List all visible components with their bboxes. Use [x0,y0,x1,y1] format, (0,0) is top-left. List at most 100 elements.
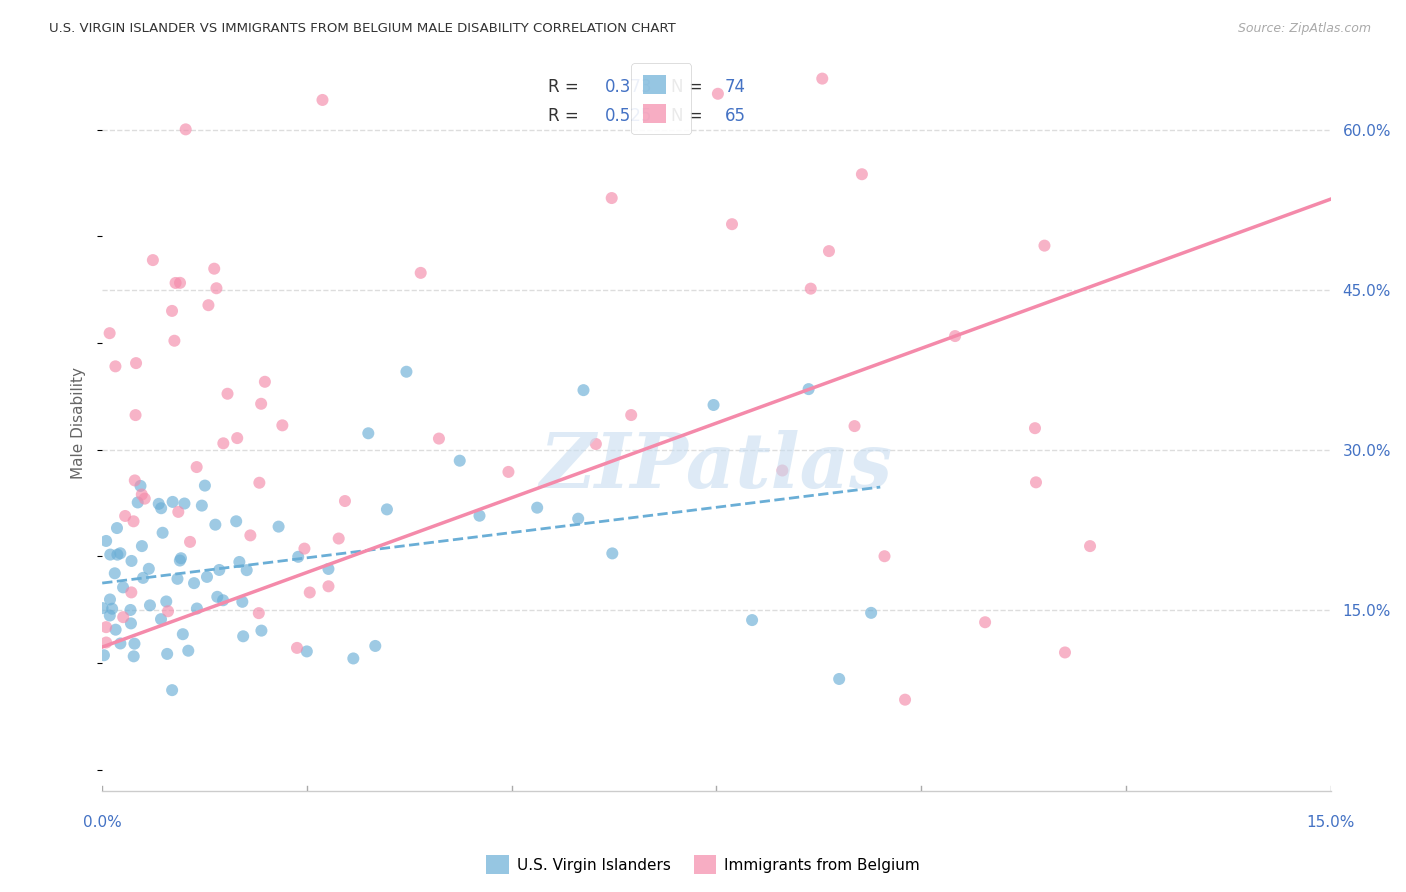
Point [120,616,142,631]
Point [342,651,364,665]
Point [101,601,124,615]
Text: 0.373: 0.373 [605,78,652,95]
Point [409,266,432,280]
Point [98,548,121,562]
Point [98,608,121,623]
Point [98,592,121,607]
Point [721,217,744,231]
Point [104,623,127,637]
Point [195,570,218,584]
Point [271,418,294,433]
Point [585,437,607,451]
Point [228,555,250,569]
Point [468,508,491,523]
Point [112,610,135,624]
Point [572,383,595,397]
Point [138,562,160,576]
Point [247,475,270,490]
Point [567,511,589,525]
Point [94,533,117,548]
Point [1033,238,1056,252]
Point [150,612,173,626]
Point [112,580,135,594]
Point [194,478,217,492]
Point [124,474,146,488]
Point [800,282,823,296]
Point [250,624,273,638]
Point [770,463,793,477]
Point [202,261,225,276]
Point [160,683,183,698]
Point [226,431,249,445]
Point [212,436,235,450]
Point [600,191,623,205]
Point [169,553,191,567]
Point [152,525,174,540]
Point [974,615,997,630]
Point [122,514,145,528]
Point [851,167,873,181]
Point [166,572,188,586]
Point [183,576,205,591]
Point [225,514,247,528]
Point [1024,421,1046,435]
Text: 15.0%: 15.0% [1306,814,1355,830]
Point [110,636,132,650]
Point [295,644,318,658]
Point [160,304,183,318]
Point [169,276,191,290]
Point [110,546,132,560]
Point [121,554,143,568]
Point [395,365,418,379]
Point [364,639,387,653]
Text: U.S. VIRGIN ISLANDER VS IMMIGRANTS FROM BELGIUM MALE DISABILITY CORRELATION CHAR: U.S. VIRGIN ISLANDER VS IMMIGRANTS FROM … [49,22,676,36]
Point [217,386,239,401]
Point [131,539,153,553]
Legend: U.S. Virgin Islanders, Immigrants from Belgium: U.S. Virgin Islanders, Immigrants from B… [479,849,927,880]
Point [620,408,643,422]
Point [818,244,841,259]
Point [132,571,155,585]
Point [134,491,156,506]
Text: Source: ZipAtlas.com: Source: ZipAtlas.com [1237,22,1371,36]
Point [235,563,257,577]
Point [1025,475,1047,490]
Point [148,497,170,511]
Point [267,519,290,533]
Legend: , : , [631,63,692,135]
Point [142,253,165,268]
Point [298,585,321,599]
Point [105,521,128,535]
Point [131,487,153,501]
Point [120,603,142,617]
Point [427,432,450,446]
Point [129,479,152,493]
Point [174,122,197,136]
Point [150,501,173,516]
Text: 74: 74 [725,78,747,95]
Point [253,375,276,389]
Point [186,601,208,615]
Point [860,606,883,620]
Point [207,590,229,604]
Point [162,495,184,509]
Point [294,541,316,556]
Point [96,635,118,649]
Point [105,548,128,562]
Point [287,549,309,564]
Point [163,334,186,348]
Point [197,298,219,312]
Point [811,71,834,86]
Point [311,93,333,107]
Point [173,496,195,510]
Point [177,643,200,657]
Point [191,499,214,513]
Point [172,627,194,641]
Text: R =: R = [548,78,583,95]
Point [844,419,866,434]
Point [702,398,724,412]
Point [894,692,917,706]
Point [232,629,254,643]
Point [91,601,114,615]
Point [285,640,308,655]
